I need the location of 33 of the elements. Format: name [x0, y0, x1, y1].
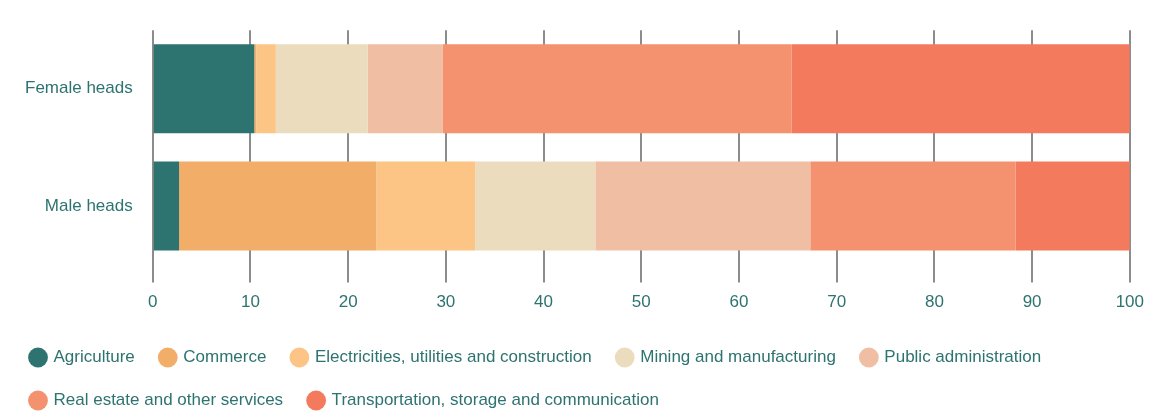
x-tick-label: 50 — [631, 292, 651, 312]
bar — [153, 161, 180, 251]
bar — [442, 44, 792, 134]
bar — [256, 44, 276, 134]
x-tick-label: 70 — [827, 292, 847, 312]
x-tick-label: 80 — [924, 292, 944, 312]
bar — [153, 44, 255, 134]
legend-label: Agriculture — [53, 347, 135, 367]
legend-label: Public administration — [884, 347, 1042, 367]
x-tick-label: 20 — [338, 292, 358, 312]
bar — [367, 44, 443, 134]
bar — [1015, 161, 1130, 251]
legend-label: Commerce — [183, 347, 267, 367]
x-tick-label: 10 — [240, 292, 260, 312]
bar — [595, 161, 811, 251]
legend-label: Real estate and other services — [53, 390, 284, 410]
bar — [275, 44, 368, 134]
bar — [179, 161, 377, 251]
bar — [475, 161, 596, 251]
y-tick-label: Male heads — [44, 195, 133, 215]
bar — [810, 161, 1016, 251]
y-tick-label: Female heads — [24, 78, 133, 98]
legend-label: Transportation, storage and communication — [331, 390, 659, 410]
x-tick-label: 30 — [436, 292, 456, 312]
legend-label: Mining and manufacturing — [640, 347, 836, 367]
legend-label: Electricities, utilities and construction — [314, 347, 592, 367]
x-tick-label: 100 — [1115, 292, 1145, 312]
x-tick-label: 40 — [534, 292, 554, 312]
x-tick-label: 60 — [729, 292, 749, 312]
x-tick-label: 0 — [147, 292, 158, 312]
bar — [376, 161, 476, 251]
x-tick-label: 90 — [1022, 292, 1042, 312]
bar — [791, 44, 1130, 134]
